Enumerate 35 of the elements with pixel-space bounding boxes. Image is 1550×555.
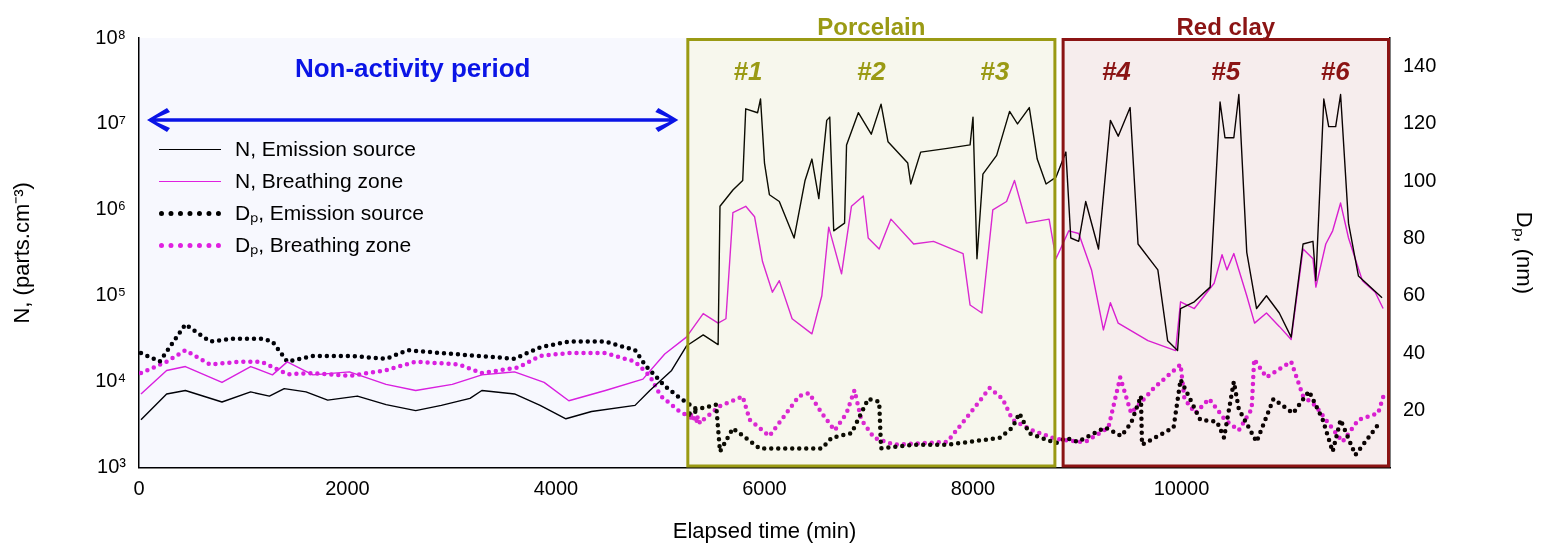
y-tick-label: 10³: [97, 455, 127, 478]
y2-tick-label: 80: [1403, 226, 1426, 248]
legend-label: N, Emission source: [235, 136, 416, 162]
y2-tick-label: 100: [1403, 168, 1437, 191]
legend-label: Dₚ, Breathing zone: [235, 232, 412, 259]
annotation: #6: [1320, 56, 1351, 87]
y-tick-label: 10⁵: [95, 283, 126, 306]
x-tick-label: 10000: [1153, 477, 1210, 500]
y2-tick-label: 140: [1403, 54, 1437, 77]
y2-tick-label: 60: [1403, 283, 1426, 306]
x-tick-label: 2000: [325, 477, 370, 500]
y-tick-label: 10⁴: [95, 369, 126, 392]
band-label: Non-activity period: [294, 53, 531, 84]
band-label: Red clay: [1176, 12, 1276, 40]
legend-label: Dₚ, Emission source: [235, 200, 424, 227]
x-axis-title: Elapsed time (min): [672, 517, 857, 543]
y-axis-title: N, (parts.cm⁻³): [9, 182, 35, 324]
x-tick-label: 0: [133, 477, 145, 500]
band-label: Porcelain: [817, 12, 926, 40]
annotation: #3: [980, 56, 1010, 87]
y-tick-label: 10⁶: [95, 197, 126, 220]
annotation: #2: [856, 56, 887, 87]
y2-tick-label: 40: [1403, 340, 1426, 363]
y2-tick-label: 120: [1403, 111, 1437, 134]
annotation: #5: [1211, 56, 1241, 87]
legend-label: N, Breathing zone: [235, 168, 404, 194]
annotation: #1: [733, 56, 763, 87]
x-tick-label: 4000: [533, 477, 579, 500]
annotation: #4: [1101, 56, 1132, 87]
y-tick-label: 10⁸: [95, 25, 126, 48]
y2-axis-title: Dₚ, (nm): [1510, 211, 1537, 294]
x-tick-label: 6000: [742, 477, 787, 500]
y2-tick-label: 20: [1403, 397, 1426, 420]
y-tick-label: 10⁷: [96, 111, 126, 134]
x-tick-label: 8000: [950, 477, 996, 500]
